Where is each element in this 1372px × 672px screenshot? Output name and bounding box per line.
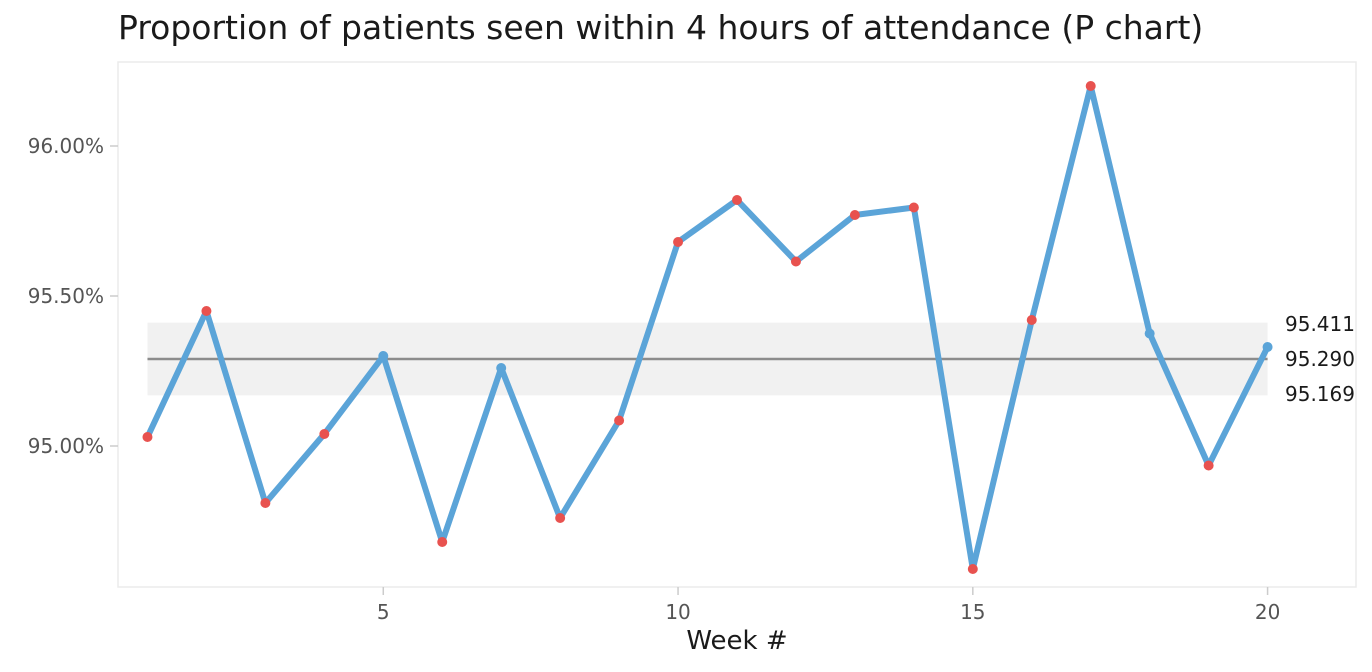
lower-limit-label: 95.169 (1285, 382, 1355, 406)
special-cause-point (908, 202, 919, 213)
special-cause-point (967, 564, 978, 574)
centre-line-label: 95.290 (1285, 347, 1355, 371)
x-tick-label: 5 (377, 600, 390, 624)
special-cause-point (437, 537, 448, 547)
special-cause-point (614, 415, 625, 426)
upper-limit-label: 95.411 (1285, 312, 1355, 336)
x-axis-title: Week # (686, 626, 787, 656)
special-cause-point (849, 210, 860, 220)
data-point (1144, 328, 1155, 339)
special-cause-point (673, 237, 684, 247)
special-cause-point (260, 498, 271, 508)
data-point (378, 351, 389, 361)
special-cause-point (732, 195, 742, 205)
special-cause-point (1026, 315, 1037, 325)
series-line (144, 83, 1271, 572)
special-cause-point (790, 256, 801, 267)
x-tick-label: 15 (960, 600, 985, 624)
special-cause-point (1085, 81, 1096, 91)
chart-title: Proportion of patients seen within 4 hou… (118, 8, 1204, 47)
panel-border (117, 61, 1357, 588)
data-point (1262, 342, 1273, 352)
special-cause-point (555, 513, 566, 523)
data-point (496, 363, 507, 373)
special-cause-point (142, 432, 153, 442)
y-tick-label: 96.00% (28, 134, 104, 158)
special-cause-point (201, 306, 212, 316)
x-tick-label: 10 (665, 600, 690, 624)
special-cause-point (319, 429, 330, 439)
x-tick-label: 20 (1255, 600, 1280, 624)
y-tick-label: 95.00% (28, 434, 104, 458)
y-tick-label: 95.50% (28, 284, 104, 308)
special-cause-point (1203, 460, 1214, 471)
